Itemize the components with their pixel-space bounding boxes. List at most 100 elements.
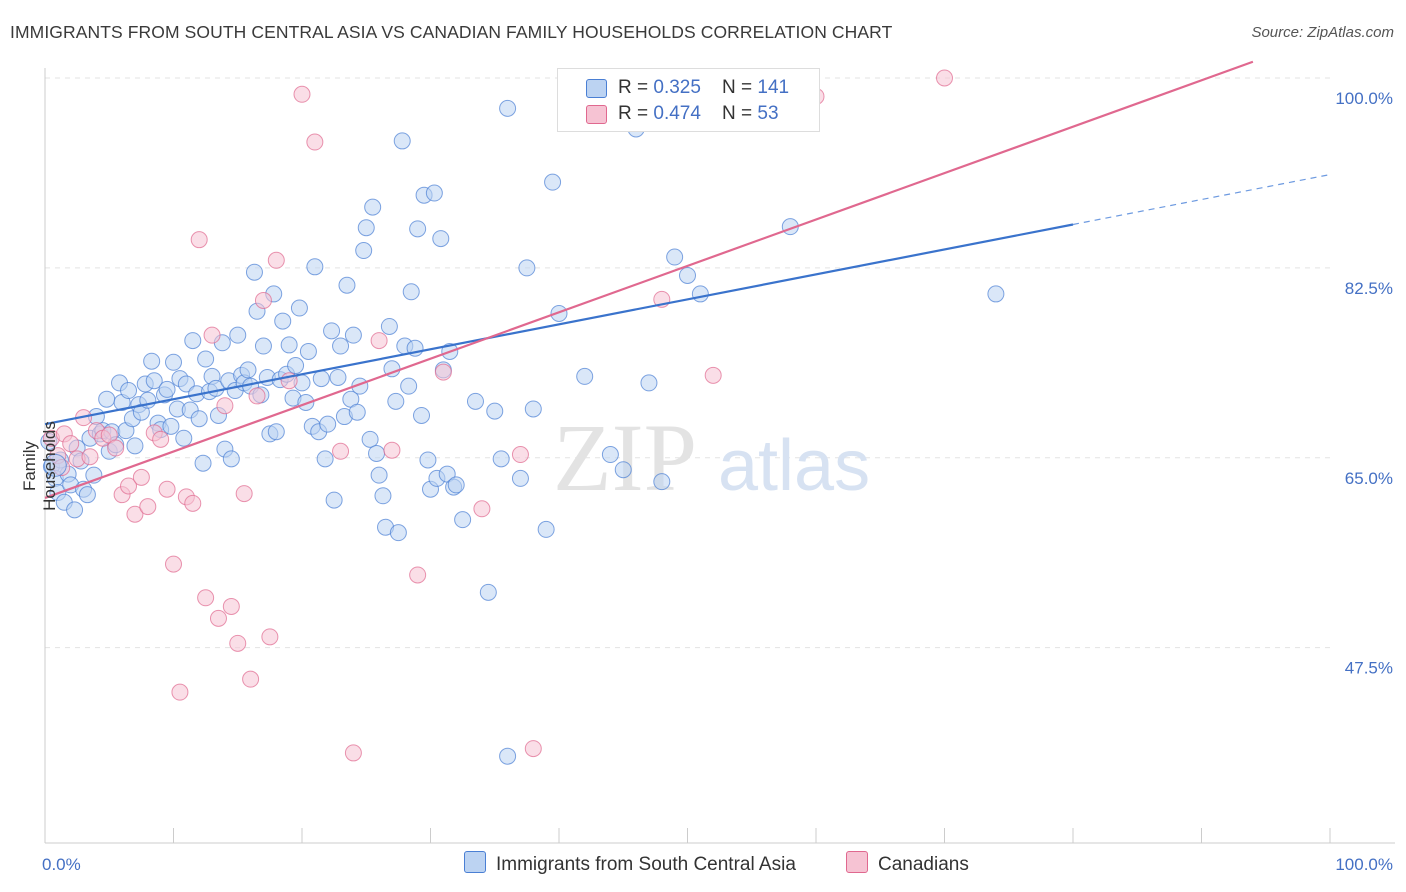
point-pink-4 <box>62 435 80 453</box>
point-blue-108 <box>387 392 405 410</box>
point-pink-31 <box>235 485 253 503</box>
point-pink-43 <box>383 441 401 459</box>
point-blue-85 <box>312 370 330 388</box>
point-pink-38 <box>293 85 311 103</box>
point-pink-29 <box>222 597 240 615</box>
point-blue-95 <box>344 326 362 344</box>
point-blue-99 <box>357 219 375 237</box>
point-pink-35 <box>261 628 279 646</box>
point-pink-23 <box>184 494 202 512</box>
point-blue-47 <box>190 410 208 428</box>
watermark-atlas: atlas <box>718 426 870 506</box>
point-pink-47 <box>511 446 529 464</box>
point-pink-53 <box>936 69 953 87</box>
point-blue-104 <box>374 487 392 505</box>
point-blue-144 <box>640 374 658 392</box>
point-blue-71 <box>267 423 285 441</box>
point-pink-24 <box>190 231 208 249</box>
point-blue-112 <box>400 377 418 395</box>
point-blue-91 <box>332 337 350 355</box>
point-blue-39 <box>165 353 182 371</box>
point-blue-77 <box>287 357 305 375</box>
point-blue-43 <box>177 375 195 393</box>
legend-swatch-pink <box>846 851 868 873</box>
y-tick-label-0: 100.0% <box>1335 89 1393 108</box>
point-blue-32 <box>143 352 161 370</box>
point-blue-89 <box>325 491 343 509</box>
point-blue-80 <box>297 393 315 411</box>
legend-swatch-blue <box>586 79 607 98</box>
point-blue-137 <box>537 520 555 538</box>
point-pink-45 <box>434 363 452 381</box>
trend-line-blue <box>44 223 1074 426</box>
point-blue-142 <box>614 461 632 479</box>
y-tick-label-2: 65.0% <box>1345 469 1393 488</box>
point-blue-large <box>43 453 67 477</box>
point-pink-11 <box>107 439 125 457</box>
y-axis-label: Family Households <box>20 421 59 511</box>
point-pink-41 <box>344 744 362 762</box>
point-pink-36 <box>267 251 285 269</box>
point-blue-18 <box>98 390 116 408</box>
point-blue-45 <box>184 332 202 350</box>
point-blue-81 <box>299 342 317 360</box>
point-pink-39 <box>306 133 324 151</box>
point-pink-26 <box>203 326 221 344</box>
point-pink-19 <box>158 480 176 498</box>
trend-lines <box>44 60 1331 499</box>
point-pink-25 <box>197 589 215 607</box>
point-blue-96 <box>348 403 366 421</box>
point-blue-140 <box>576 367 594 385</box>
watermark: ZIP atlas <box>553 404 870 511</box>
point-blue-113 <box>402 283 420 301</box>
n-value-series2: 53 <box>757 103 779 124</box>
point-pink-48 <box>524 740 542 758</box>
point-blue-103 <box>370 466 388 484</box>
y-tick-label-3: 47.5% <box>1345 659 1393 678</box>
point-blue-147 <box>679 266 696 284</box>
point-blue-135 <box>518 259 536 277</box>
point-blue-59 <box>229 326 247 344</box>
n-label: N = <box>722 103 758 124</box>
point-blue-48 <box>194 454 212 472</box>
point-blue-88 <box>323 322 341 340</box>
point-pink-32 <box>242 670 260 688</box>
legend-label-series1: Immigrants from South Central Asia <box>496 854 796 875</box>
point-blue-25 <box>120 382 138 400</box>
point-blue-67 <box>254 337 272 355</box>
point-pink-44 <box>409 566 427 584</box>
point-blue-64 <box>245 263 263 281</box>
point-pink-16 <box>139 498 157 516</box>
point-blue-133 <box>499 99 517 117</box>
r-value-series1: 0.325 <box>653 77 701 98</box>
legend-swatch-pink <box>586 105 607 124</box>
point-blue-90 <box>329 368 347 386</box>
point-blue-93 <box>338 276 356 294</box>
point-pink-27 <box>209 609 227 627</box>
point-blue-128 <box>454 511 472 529</box>
point-blue-109 <box>389 524 407 542</box>
point-blue-132 <box>492 450 510 468</box>
point-blue-116 <box>413 406 431 424</box>
point-pink-34 <box>254 291 272 309</box>
r-value-series2: 0.474 <box>653 103 701 124</box>
chart-title: IMMIGRANTS FROM SOUTH CENTRAL ASIA VS CA… <box>10 22 893 42</box>
point-blue-146 <box>666 248 684 266</box>
point-blue-73 <box>274 312 292 330</box>
tick-labels: 100.0% 82.5% 65.0% 47.5% 0.0% 100.0% <box>42 89 1393 874</box>
point-blue-129 <box>466 392 484 410</box>
point-pink-46 <box>473 500 491 518</box>
point-blue-87 <box>319 415 337 433</box>
n-label: N = <box>722 77 758 98</box>
point-blue-83 <box>306 258 324 276</box>
point-pink-42 <box>370 332 388 350</box>
grid-lines <box>45 77 1330 649</box>
point-pink-18 <box>152 430 170 448</box>
point-blue-42 <box>175 429 193 447</box>
point-blue-57 <box>222 450 240 468</box>
point-blue-118 <box>419 451 437 469</box>
y-tick-label-1: 82.5% <box>1345 279 1393 298</box>
bottom-legend-series2: Canadians <box>846 851 969 876</box>
point-pink-51 <box>704 366 722 384</box>
